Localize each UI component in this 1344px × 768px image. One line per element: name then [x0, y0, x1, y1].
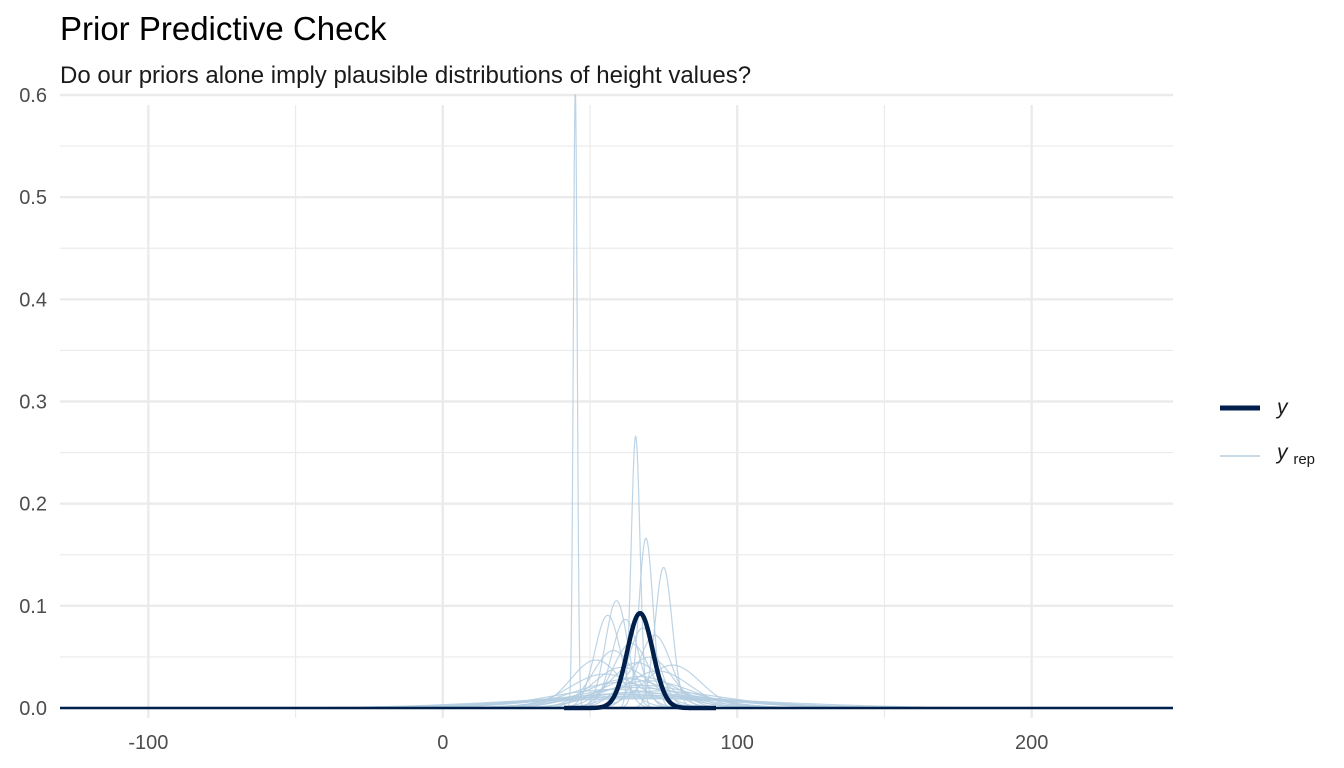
x-tick-labels: -100 0 100 200 — [128, 732, 1048, 754]
x-tick-label: 0 — [437, 732, 448, 754]
legend: y y rep — [1220, 396, 1315, 468]
y-tick-labels: 0.0 0.1 0.2 0.3 0.4 0.5 0.6 — [19, 85, 47, 720]
y-tick-label: 0.5 — [19, 187, 47, 209]
legend-yrep-main: y — [1275, 441, 1289, 464]
legend-yrep-label: y rep — [1275, 441, 1315, 468]
major-gridlines — [60, 93, 1173, 718]
y-tick-label: 0.0 — [19, 698, 47, 720]
x-tick-label: 100 — [721, 732, 754, 754]
x-tick-label: 200 — [1015, 732, 1048, 754]
minor-gridlines — [60, 105, 1173, 718]
y-tick-label: 0.4 — [19, 289, 47, 311]
legend-y-label: y — [1275, 396, 1289, 419]
y-tick-label: 0.6 — [19, 85, 47, 107]
chart-subtitle: Do our priors alone imply plausible dist… — [60, 62, 751, 89]
x-tick-label: -100 — [128, 732, 168, 754]
y-tick-label: 0.1 — [19, 596, 47, 618]
yrep-density-line — [609, 435, 663, 709]
chart-title: Prior Predictive Check — [60, 10, 387, 47]
legend-yrep-sub: rep — [1293, 451, 1315, 468]
y-tick-label: 0.3 — [19, 392, 47, 414]
y-tick-label: 0.2 — [19, 494, 47, 516]
